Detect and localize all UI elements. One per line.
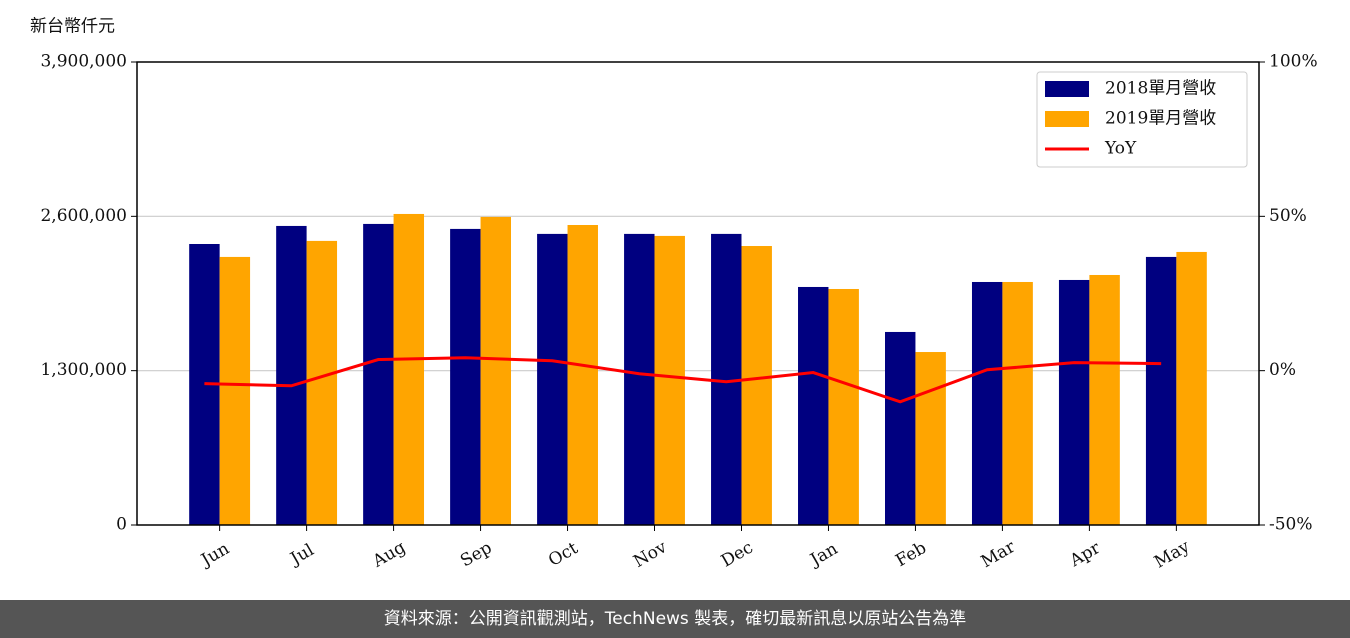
line bbox=[204, 356, 1162, 404]
bar bbox=[1002, 281, 1033, 525]
bar bbox=[828, 288, 859, 525]
x-tick-label: Aug bbox=[369, 537, 410, 572]
legend: 2018單月營收 2019單月營收 YoY bbox=[1036, 71, 1248, 168]
y2-tick-label: 50% bbox=[1269, 206, 1307, 226]
bar bbox=[1145, 256, 1177, 525]
legend-label: YoY bbox=[1104, 139, 1137, 159]
bar bbox=[276, 225, 307, 525]
x-tick-label: Nov bbox=[630, 537, 670, 572]
plot-frame bbox=[136, 61, 1260, 526]
bar bbox=[915, 352, 946, 525]
bar bbox=[567, 224, 598, 525]
footer: 資料來源：公開資訊觀測站，TechNews 製表，確切最新訊息以原站公告為準 bbox=[0, 600, 1350, 638]
legend-swatch bbox=[1045, 81, 1089, 97]
legend-label: 2018單月營收 bbox=[1105, 79, 1216, 99]
bar bbox=[393, 213, 425, 525]
y-axis-label: 新台幣仟元 bbox=[30, 17, 115, 37]
y2-tick-label: 100% bbox=[1269, 52, 1318, 72]
bar bbox=[450, 228, 481, 526]
bar bbox=[480, 216, 511, 525]
y2-tick-label: -50% bbox=[1269, 515, 1313, 535]
bar bbox=[624, 233, 655, 525]
chart: 新台幣仟元 0 1,300,000 2,600,000 3,900,000 -50% 0%… bbox=[30, 17, 1318, 573]
x-tick-label: May bbox=[1151, 536, 1194, 572]
bar bbox=[1058, 279, 1090, 525]
y-tick-label: 1,300,000 bbox=[40, 360, 127, 380]
bar bbox=[741, 246, 772, 525]
bar bbox=[306, 240, 338, 525]
bar bbox=[971, 281, 1003, 525]
x-tick-label: Dec bbox=[718, 538, 757, 572]
legend-swatch bbox=[1045, 111, 1089, 127]
x-tick-label: Jun bbox=[196, 539, 233, 572]
x-tick-label: Apr bbox=[1066, 538, 1105, 572]
bar bbox=[654, 235, 685, 525]
legend-label: 2019單月營收 bbox=[1105, 109, 1216, 129]
x-tick-label: Oct bbox=[545, 538, 581, 571]
bar bbox=[1176, 251, 1207, 525]
x-tick-label: Jul bbox=[286, 540, 318, 570]
bar bbox=[885, 331, 916, 525]
legend-box bbox=[1036, 71, 1248, 168]
bar bbox=[537, 233, 568, 525]
y-tick-label: 0 bbox=[116, 515, 127, 535]
x-tick-label: Jan bbox=[805, 539, 841, 571]
x-tick-label: Feb bbox=[892, 538, 930, 571]
y-tick-label: 3,900,000 bbox=[40, 52, 127, 72]
y2-tick-label: 0% bbox=[1269, 360, 1296, 380]
bar bbox=[363, 223, 394, 525]
y-tick-label: 2,600,000 bbox=[40, 206, 127, 226]
bar bbox=[1089, 274, 1120, 525]
bar bbox=[798, 286, 829, 525]
x-tick-label: Sep bbox=[457, 538, 495, 572]
x-tick-label: Mar bbox=[978, 537, 1020, 573]
bar bbox=[219, 256, 251, 525]
